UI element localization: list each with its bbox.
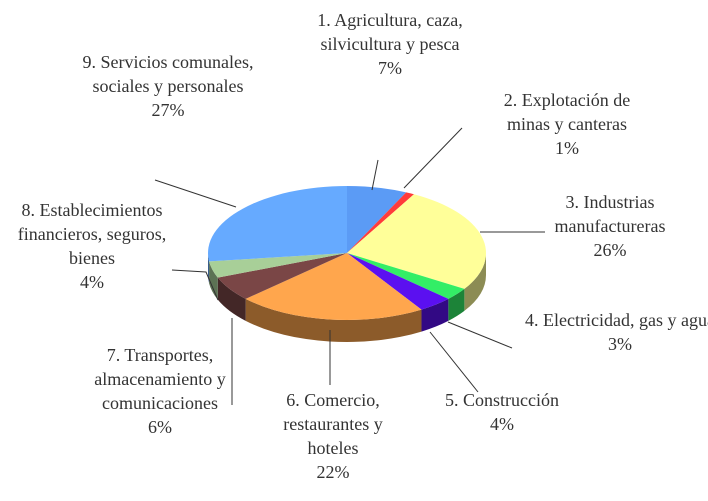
slice <box>347 186 407 253</box>
slice-side <box>421 298 449 332</box>
leader-line <box>429 331 479 393</box>
category-label: 1. Agricultura, caza, silvicultura y pes… <box>317 10 463 54</box>
slice <box>347 253 449 310</box>
leader-line <box>154 179 237 208</box>
value-label: 6% <box>148 417 172 437</box>
slice-label: 4. Electricidad, gas y agua 3% <box>525 308 708 356</box>
value-label: 22% <box>316 462 350 482</box>
slice-side <box>245 298 422 342</box>
value-label: 3% <box>608 334 632 354</box>
slice <box>245 253 422 320</box>
leader-line <box>171 269 219 301</box>
slice <box>347 192 414 253</box>
slice-side <box>464 253 486 311</box>
value-label: 1% <box>555 138 579 158</box>
value-label: 7% <box>378 58 402 78</box>
value-label: 4% <box>80 272 104 292</box>
slice-label: 9. Servicios comunales, sociales y perso… <box>81 50 256 122</box>
category-label: 9. Servicios comunales, sociales y perso… <box>82 52 254 96</box>
leader-line <box>403 127 463 189</box>
slice-side <box>448 288 465 321</box>
slice-side <box>208 253 210 284</box>
slice <box>208 186 347 262</box>
category-label: 8. Establecimientos financieros, seguros… <box>17 200 167 268</box>
category-label: 6. Comercio, restaurantes y hoteles <box>283 390 383 458</box>
slice <box>347 253 465 299</box>
leader-line <box>371 159 379 191</box>
slice <box>209 253 347 278</box>
leader-line <box>447 321 513 349</box>
slice-label: 3. Industrias manufactureras 26% <box>535 190 685 262</box>
value-label: 26% <box>593 240 627 260</box>
category-label: 7. Transportes, almacenamiento y comunic… <box>94 345 226 413</box>
slice-label: 8. Establecimientos financieros, seguros… <box>12 198 172 294</box>
slice-label: 5. Construcción 4% <box>417 388 587 436</box>
slice-label: 6. Comercio, restaurantes y hoteles 22% <box>263 388 403 484</box>
slice <box>217 253 347 299</box>
value-label: 4% <box>490 414 514 434</box>
category-label: 2. Explotación de minas y canteras <box>503 90 631 134</box>
category-label: 3. Industrias manufactureras <box>554 192 666 236</box>
slice-side <box>209 261 218 300</box>
slice-side <box>217 277 246 321</box>
category-label: 5. Construcción <box>445 390 559 410</box>
slice-label: 1. Agricultura, caza, silvicultura y pes… <box>305 8 475 80</box>
category-label: 4. Electricidad, gas y agua <box>525 310 708 330</box>
slice-label: 7. Transportes, almacenamiento y comunic… <box>75 343 245 439</box>
slice-label: 2. Explotación de minas y canteras 1% <box>482 88 652 160</box>
slice <box>347 194 486 289</box>
value-label: 27% <box>151 100 185 120</box>
